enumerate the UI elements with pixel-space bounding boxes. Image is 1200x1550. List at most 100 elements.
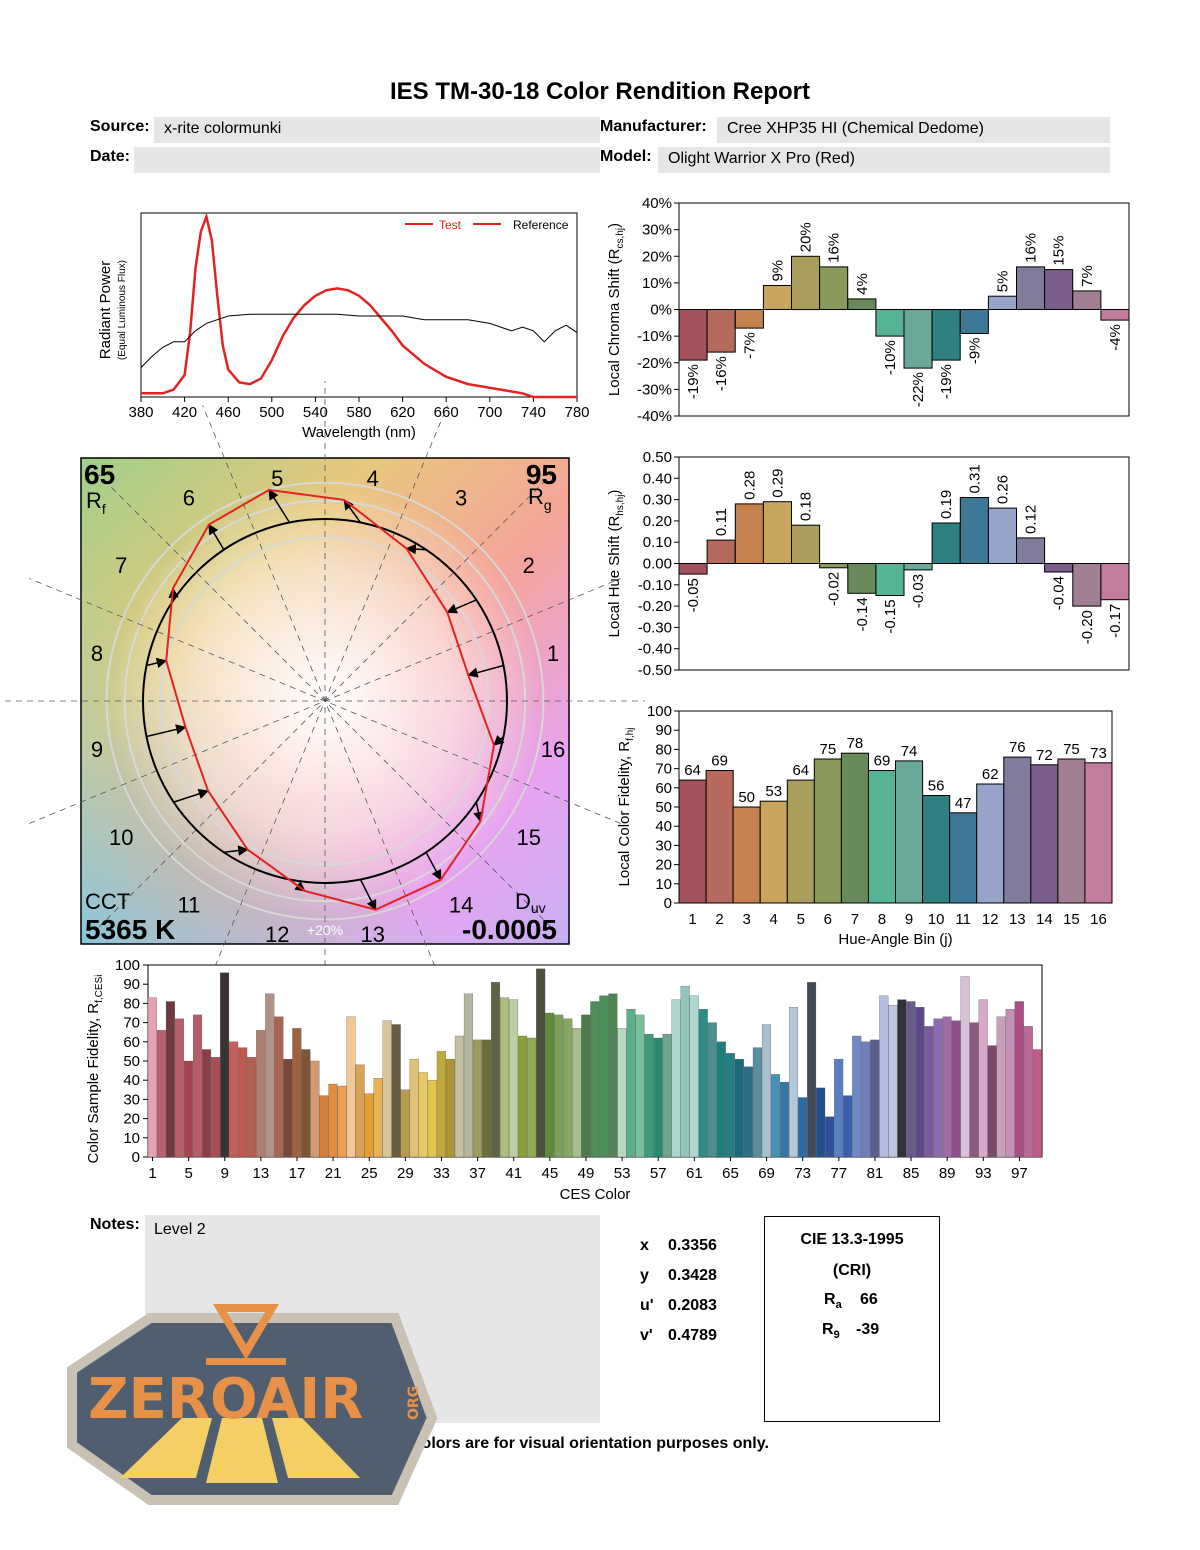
ces-bar [978, 999, 988, 1158]
ces-bar [301, 1049, 311, 1158]
hue_shift-data-label: 0.19 [938, 490, 955, 519]
local_fidelity-data-label: 64 [792, 762, 809, 779]
ces-bar [472, 1039, 482, 1158]
legend-test-label: Test [439, 218, 462, 232]
ces-x-tick-label: 49 [578, 1165, 595, 1182]
local_fidelity-bar [922, 795, 951, 904]
ces-bar [987, 1045, 997, 1158]
local-fidelity-chart: 1009080706050403020100641692503534645756… [616, 703, 1113, 948]
x-coord-label: x [640, 1237, 649, 1254]
spd-x-tick-label: 380 [128, 404, 153, 421]
local_fidelity-data-label: 64 [684, 762, 701, 779]
hue_shift-y-tick-label: -0.30 [638, 619, 672, 636]
vg-shift-arrow [446, 599, 477, 614]
local_fidelity-bar [732, 806, 761, 904]
hue_shift-y-tick-label: 0.50 [643, 449, 672, 466]
notes-box[interactable] [145, 1215, 600, 1423]
chroma_shift-data-label: -19% [685, 364, 702, 399]
hue_shift-data-label: 0.11 [713, 508, 730, 536]
hue_shift-bar [1044, 563, 1074, 573]
ces-bar [761, 1024, 771, 1158]
ces-bar [527, 1037, 537, 1158]
vg-shift-arrow [146, 657, 168, 669]
spd-x-tick-label: 700 [477, 404, 502, 421]
ces-bar [897, 999, 907, 1158]
ces-bar [626, 1009, 636, 1158]
chroma_shift-data-label: 16% [826, 233, 843, 263]
ces-x-tick-label: 41 [505, 1165, 522, 1182]
rf-label: Rf [86, 488, 106, 517]
spd-x-axis-label: Wavelength (nm) [302, 424, 416, 441]
ces-y-tick-label: 0 [132, 1149, 140, 1166]
ces-bar [933, 1018, 943, 1158]
local_fidelity-bar [840, 752, 870, 904]
date-field[interactable] [134, 147, 600, 173]
ces-x-tick-label: 53 [614, 1165, 631, 1182]
ces-bar [680, 985, 690, 1158]
ces-bar [743, 1066, 753, 1158]
local_fidelity-bar [949, 812, 978, 904]
local_fidelity-x-tick-label: 11 [955, 911, 971, 928]
hue_shift-y-tick-label: -0.10 [638, 577, 672, 594]
manufacturer-label: Manufacturer: [600, 118, 707, 135]
ces-bar [337, 1085, 347, 1158]
hue_shift-y-tick-label: 0.00 [643, 556, 672, 573]
chroma_shift-data-label: 5% [994, 271, 1011, 293]
u-coord-label: u' [640, 1297, 654, 1314]
vg-shift-arrow [173, 788, 210, 803]
local_fidelity-y-tick-label: 50 [655, 799, 672, 816]
ces-bar [373, 1078, 383, 1158]
spd-x-tick-label: 500 [259, 404, 284, 421]
chroma_shift-data-label: -4% [1107, 324, 1124, 351]
hue_shift-y-tick-label: 0.10 [643, 534, 672, 551]
ces-y-tick-label: 80 [123, 995, 140, 1012]
ces-bar [346, 1016, 356, 1158]
chroma_shift-bar [903, 309, 933, 369]
chroma_shift-data-label: 9% [769, 260, 786, 282]
local_fidelity-x-tick-label: 7 [851, 911, 859, 928]
ces-bar [779, 1081, 789, 1158]
ces-bar [798, 1097, 808, 1158]
date-label: Date: [90, 148, 131, 165]
hue_shift-y-tick-label: -0.40 [638, 641, 672, 658]
hue_shift-data-label: -0.17 [1107, 604, 1124, 638]
chroma_shift-data-label: -7% [741, 332, 758, 359]
local_fidelity-data-label: 75 [1063, 741, 1080, 758]
ces-bar [211, 1057, 221, 1158]
chroma_shift-bar [762, 285, 793, 310]
ces-bar [536, 968, 546, 1158]
chroma-shift-chart: 40% 30% 20% 10% 0% -10% -20% -30% -40% -19% -16% -7… [606, 195, 1130, 425]
manufacturer-field[interactable]: Cree XHP35 HI (Chemical Dedome) [717, 117, 1110, 143]
hue_shift-data-label: 0.26 [994, 475, 1011, 504]
vg-shift-arrow [146, 724, 187, 738]
local_fidelity-y-tick-label: 10 [655, 876, 672, 893]
ces-bar [554, 1014, 564, 1158]
local_fidelity-y-tick-label: 40 [655, 818, 672, 835]
rf-value: 65 [84, 459, 115, 490]
ces-bar [292, 1028, 302, 1158]
ces-y-axis-label: Color Sample Fidelity, Rf,CESi [85, 975, 105, 1164]
ces-y-tick-label: 10 [123, 1130, 140, 1147]
local_fidelity-x-tick-label: 8 [878, 911, 886, 928]
ces-bar [653, 1037, 663, 1158]
ces-bar [644, 1033, 654, 1158]
ces-x-tick-label: 61 [686, 1165, 703, 1182]
local_fidelity-bar [1057, 758, 1086, 904]
vg-bin-number: 1 [547, 641, 559, 666]
chroma_shift-data-label: -9% [966, 337, 983, 364]
source-field[interactable]: x-rite colormunki [154, 117, 600, 143]
chroma_shift-y-tick-label: -30% [637, 381, 672, 398]
model-field[interactable]: Olight Warrior X Pro (Red) [658, 147, 1110, 173]
ces-bar [283, 1058, 293, 1158]
ces-bar [147, 997, 157, 1158]
ces-bar [319, 1095, 329, 1158]
ces-x-tick-label: 93 [975, 1165, 992, 1182]
hue_shift-data-label: 0.29 [769, 469, 786, 498]
local_fidelity-bar [895, 760, 924, 904]
chroma_shift-bar [734, 309, 764, 329]
notes-text: Level 2 [154, 1221, 206, 1238]
vg-bin-divider [29, 578, 621, 824]
duv-value: -0.0005 [462, 914, 557, 945]
local_fidelity-x-tick-label: 5 [797, 911, 805, 928]
hue_shift-data-label: -0.15 [882, 599, 899, 633]
